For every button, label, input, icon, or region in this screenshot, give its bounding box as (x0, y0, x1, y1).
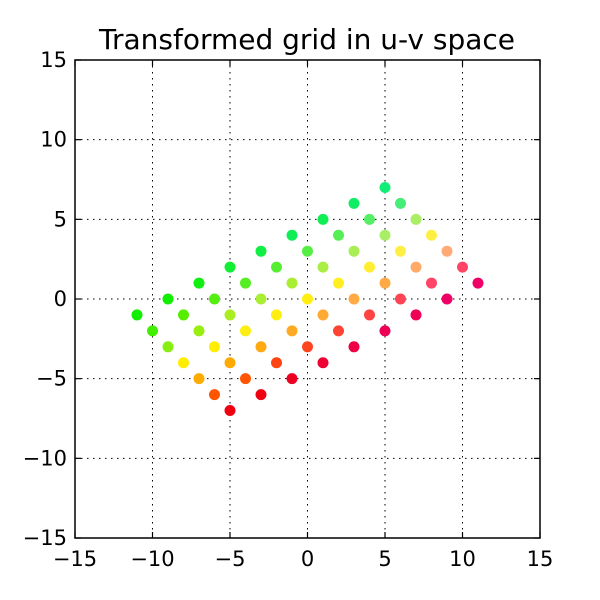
x-tick-labels: −15 −10 −5 0 5 10 15 (53, 547, 554, 571)
scatter-point (379, 229, 391, 241)
scatter-point (395, 293, 406, 305)
y-tick-label: 0 (54, 287, 67, 311)
scatter-point (395, 197, 406, 209)
scatter-point (271, 357, 282, 369)
scatter-point (255, 245, 267, 257)
scatter-point (317, 309, 329, 321)
scatter-point (333, 277, 344, 289)
scatter-point (364, 213, 375, 225)
data-points (131, 181, 484, 417)
scatter-point (209, 389, 220, 401)
scatter-point (193, 325, 205, 337)
x-tick-label: 5 (378, 547, 391, 571)
scatter-point (457, 261, 468, 273)
scatter-point (286, 277, 298, 289)
y-tick-label: 10 (40, 128, 67, 152)
y-tick-label: 5 (54, 207, 67, 231)
y-tick-label: 15 (40, 48, 67, 72)
scatter-point (224, 357, 236, 369)
x-tick-label: −5 (215, 547, 246, 571)
scatter-point (317, 357, 329, 369)
chart-title: Transformed grid in u-v space (98, 23, 515, 56)
x-tick-label: 10 (449, 547, 476, 571)
scatter-point (348, 245, 360, 257)
scatter-point (224, 405, 236, 417)
scatter-point (240, 277, 251, 289)
scatter-point (348, 293, 360, 305)
scatter-point (348, 341, 360, 353)
scatter-point (286, 229, 298, 241)
scatter-point (472, 277, 484, 289)
scatter-point (379, 325, 391, 337)
scatter-point (379, 277, 391, 289)
scatter-point (193, 277, 205, 289)
scatter-point (209, 293, 220, 305)
y-tick-label: −10 (23, 446, 67, 470)
scatter-point (255, 389, 267, 401)
axis-ticks (74, 59, 541, 539)
scatter-point (255, 293, 267, 305)
scatter-point (364, 261, 375, 273)
scatter-point (441, 293, 453, 305)
scatter-point (410, 213, 422, 225)
y-tick-label: −5 (36, 367, 67, 391)
scatter-point (162, 293, 174, 305)
scatter-point (286, 373, 298, 385)
scatter-point (348, 197, 360, 209)
scatter-point (317, 213, 329, 225)
scatter-point (333, 229, 344, 241)
scatter-point (131, 309, 143, 321)
scatter-point (178, 309, 189, 321)
scatter-point (441, 245, 453, 257)
scatter-point (302, 341, 313, 353)
scatter-point (209, 341, 220, 353)
scatter-point (395, 245, 406, 257)
y-tick-labels: −15 −10 −5 0 5 10 15 (23, 48, 67, 550)
scatter-point (162, 341, 174, 353)
scatter-point (302, 245, 313, 257)
scatter-point (302, 293, 313, 305)
scatter-point (317, 261, 329, 273)
scatter-point (379, 181, 391, 193)
scatter-point (333, 325, 344, 337)
scatter-point (147, 325, 158, 337)
scatter-point (240, 373, 251, 385)
scatter-point (271, 309, 282, 321)
scatter-point (364, 309, 375, 321)
x-tick-label: −15 (53, 547, 97, 571)
scatter-point (410, 309, 422, 321)
scatter-point (271, 261, 282, 273)
scatter-point (224, 261, 236, 273)
x-tick-label: 0 (301, 547, 314, 571)
scatter-point (426, 229, 437, 241)
scatter-point (178, 357, 189, 369)
x-tick-label: 15 (527, 547, 554, 571)
y-tick-label: −15 (23, 526, 67, 550)
scatter-point (286, 325, 298, 337)
scatter-point (193, 373, 205, 385)
scatter-point (240, 325, 251, 337)
scatter-point (426, 277, 437, 289)
scatter-point (224, 309, 236, 321)
x-tick-label: −10 (130, 547, 174, 571)
scatter-point (255, 341, 267, 353)
scatter-point (410, 261, 422, 273)
